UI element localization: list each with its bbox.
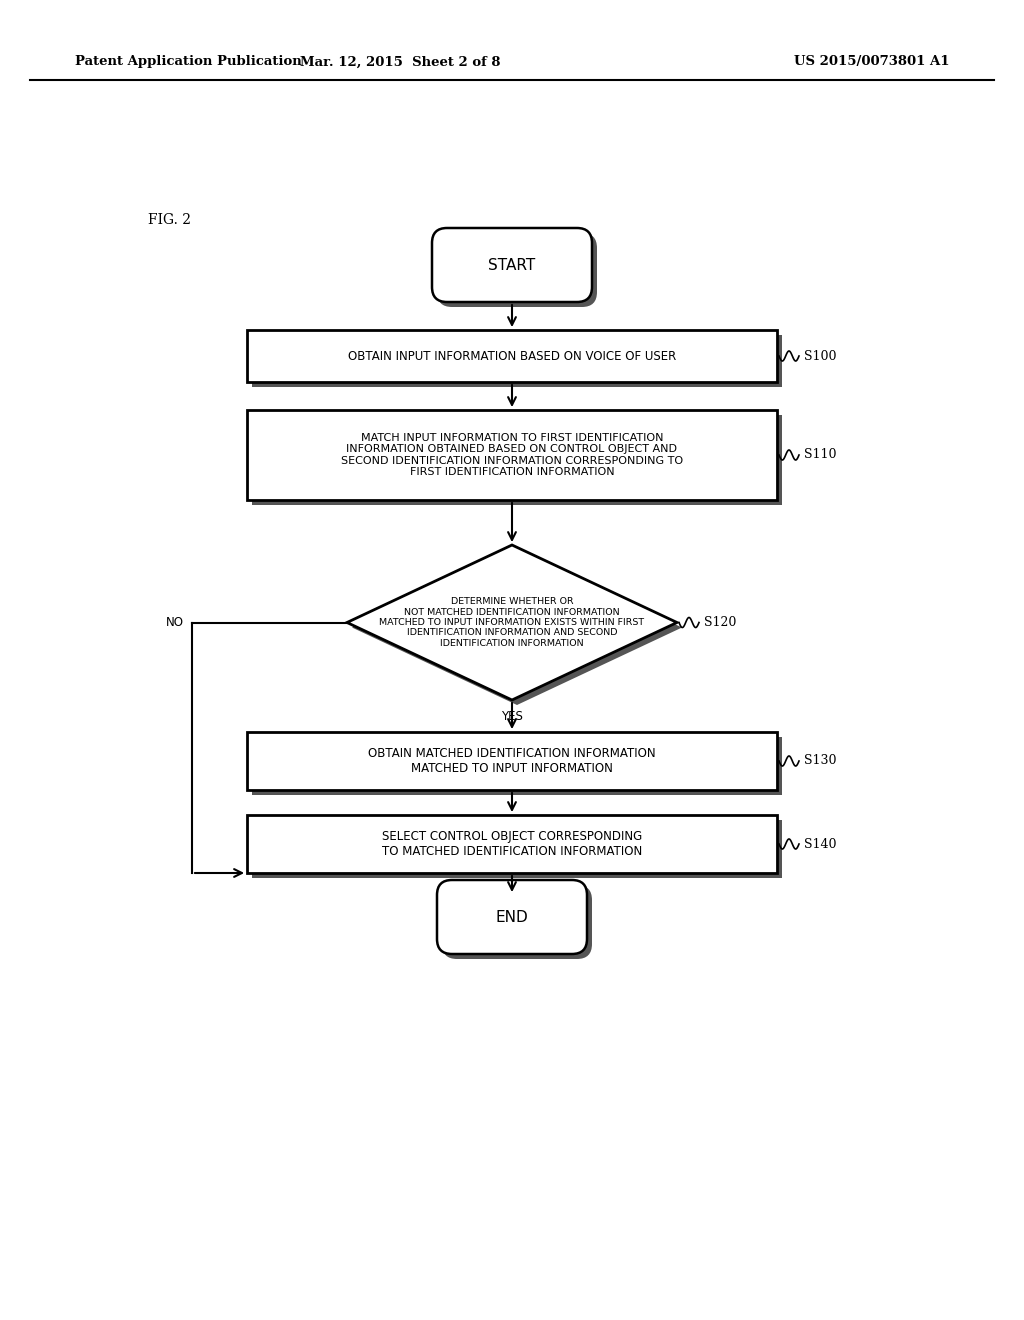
Text: START: START xyxy=(488,257,536,272)
Bar xyxy=(247,733,777,789)
Text: US 2015/0073801 A1: US 2015/0073801 A1 xyxy=(795,55,950,69)
Text: NO: NO xyxy=(166,616,184,630)
Bar xyxy=(252,414,782,506)
Text: OBTAIN INPUT INFORMATION BASED ON VOICE OF USER: OBTAIN INPUT INFORMATION BASED ON VOICE … xyxy=(348,350,676,363)
Text: Patent Application Publication: Patent Application Publication xyxy=(75,55,302,69)
Polygon shape xyxy=(347,545,677,700)
FancyBboxPatch shape xyxy=(442,884,592,960)
Text: S120: S120 xyxy=(705,616,736,630)
Text: FIG. 2: FIG. 2 xyxy=(148,213,191,227)
Bar xyxy=(252,737,782,795)
FancyBboxPatch shape xyxy=(432,228,592,302)
Bar xyxy=(247,330,777,381)
Text: YES: YES xyxy=(501,710,523,722)
FancyBboxPatch shape xyxy=(437,880,587,954)
Polygon shape xyxy=(352,550,682,705)
Text: OBTAIN MATCHED IDENTIFICATION INFORMATION
MATCHED TO INPUT INFORMATION: OBTAIN MATCHED IDENTIFICATION INFORMATIO… xyxy=(369,747,655,775)
Text: Mar. 12, 2015  Sheet 2 of 8: Mar. 12, 2015 Sheet 2 of 8 xyxy=(300,55,501,69)
Text: MATCH INPUT INFORMATION TO FIRST IDENTIFICATION
INFORMATION OBTAINED BASED ON CO: MATCH INPUT INFORMATION TO FIRST IDENTIF… xyxy=(341,433,683,478)
Text: SELECT CONTROL OBJECT CORRESPONDING
TO MATCHED IDENTIFICATION INFORMATION: SELECT CONTROL OBJECT CORRESPONDING TO M… xyxy=(382,830,642,858)
Bar xyxy=(252,820,782,878)
Bar xyxy=(247,411,777,500)
Text: S110: S110 xyxy=(804,449,837,462)
Text: END: END xyxy=(496,909,528,924)
Bar xyxy=(252,335,782,387)
Text: S130: S130 xyxy=(804,755,837,767)
Text: S140: S140 xyxy=(804,837,837,850)
Text: DETERMINE WHETHER OR
NOT MATCHED IDENTIFICATION INFORMATION
MATCHED TO INPUT INF: DETERMINE WHETHER OR NOT MATCHED IDENTIF… xyxy=(380,597,644,648)
Text: S100: S100 xyxy=(804,350,837,363)
FancyBboxPatch shape xyxy=(437,234,597,308)
Bar xyxy=(247,814,777,873)
